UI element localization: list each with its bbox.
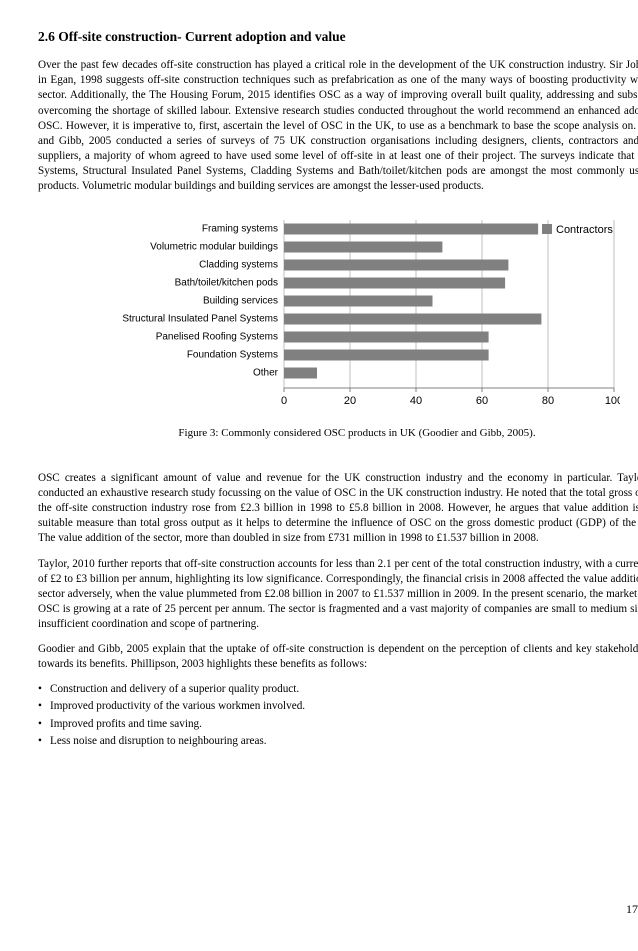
svg-text:20: 20	[344, 395, 356, 407]
svg-text:60: 60	[476, 395, 488, 407]
chart-container: Framing systems Volumetric modular buildi…	[38, 216, 638, 412]
svg-text:Contractors: Contractors	[556, 224, 613, 236]
svg-text:Bath/toilet/kitchen pods: Bath/toilet/kitchen pods	[175, 278, 278, 289]
svg-text:Foundation Systems: Foundation Systems	[187, 350, 278, 361]
section-heading: 2.6 Off-site construction- Current adopt…	[38, 28, 638, 46]
svg-text:Structural Insulated Panel Sys: Structural Insulated Panel Systems	[122, 314, 278, 325]
svg-text:80: 80	[542, 395, 554, 407]
paragraph-share: Taylor, 2010 further reports that off-si…	[38, 557, 638, 633]
svg-text:Volumetric modular buildings: Volumetric modular buildings	[150, 242, 278, 253]
list-item: Improved productivity of the various wor…	[38, 699, 638, 714]
paragraph-intro: Over the past few decades off-site const…	[38, 58, 638, 194]
list-item: Construction and delivery of a superior …	[38, 682, 638, 697]
paragraph-value: OSC creates a significant amount of valu…	[38, 471, 638, 547]
figure-caption: Figure 3: Commonly considered OSC produc…	[38, 426, 638, 441]
svg-text:Building services: Building services	[203, 296, 278, 307]
svg-text:40: 40	[410, 395, 422, 407]
svg-text:Cladding systems: Cladding systems	[199, 260, 278, 271]
svg-text:Other: Other	[253, 368, 279, 379]
paragraph-benefits-intro: Goodier and Gibb, 2005 explain that the …	[38, 642, 638, 672]
list-item: Less noise and disruption to neighbourin…	[38, 734, 638, 749]
list-item: Improved profits and time saving.	[38, 717, 638, 732]
svg-text:Panelised Roofing Systems: Panelised Roofing Systems	[156, 332, 278, 343]
page-number: 17	[626, 901, 638, 917]
benefits-list: Construction and delivery of a superior …	[38, 682, 638, 748]
bar-chart: Framing systems Volumetric modular buildi…	[94, 216, 620, 412]
svg-text:0: 0	[281, 395, 287, 407]
svg-text:100: 100	[605, 395, 620, 407]
svg-text:Framing systems: Framing systems	[202, 224, 278, 235]
